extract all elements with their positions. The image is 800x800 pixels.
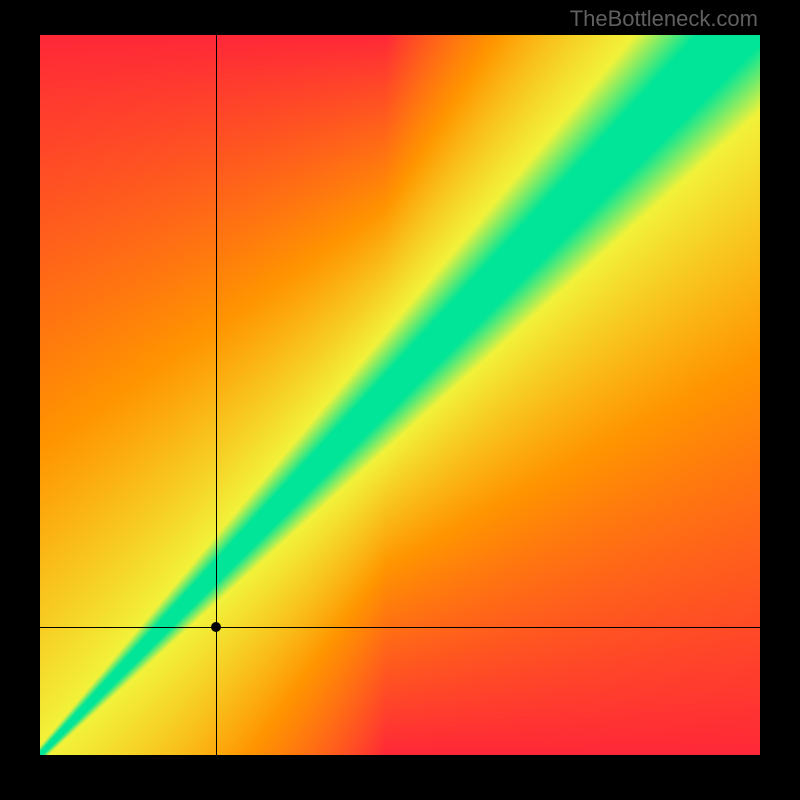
crosshair-marker xyxy=(211,622,221,632)
crosshair-horizontal xyxy=(40,627,760,628)
crosshair-vertical xyxy=(216,35,217,755)
watermark-text: TheBottleneck.com xyxy=(570,6,758,32)
heatmap-canvas xyxy=(40,35,760,755)
bottleneck-heatmap xyxy=(40,35,760,755)
